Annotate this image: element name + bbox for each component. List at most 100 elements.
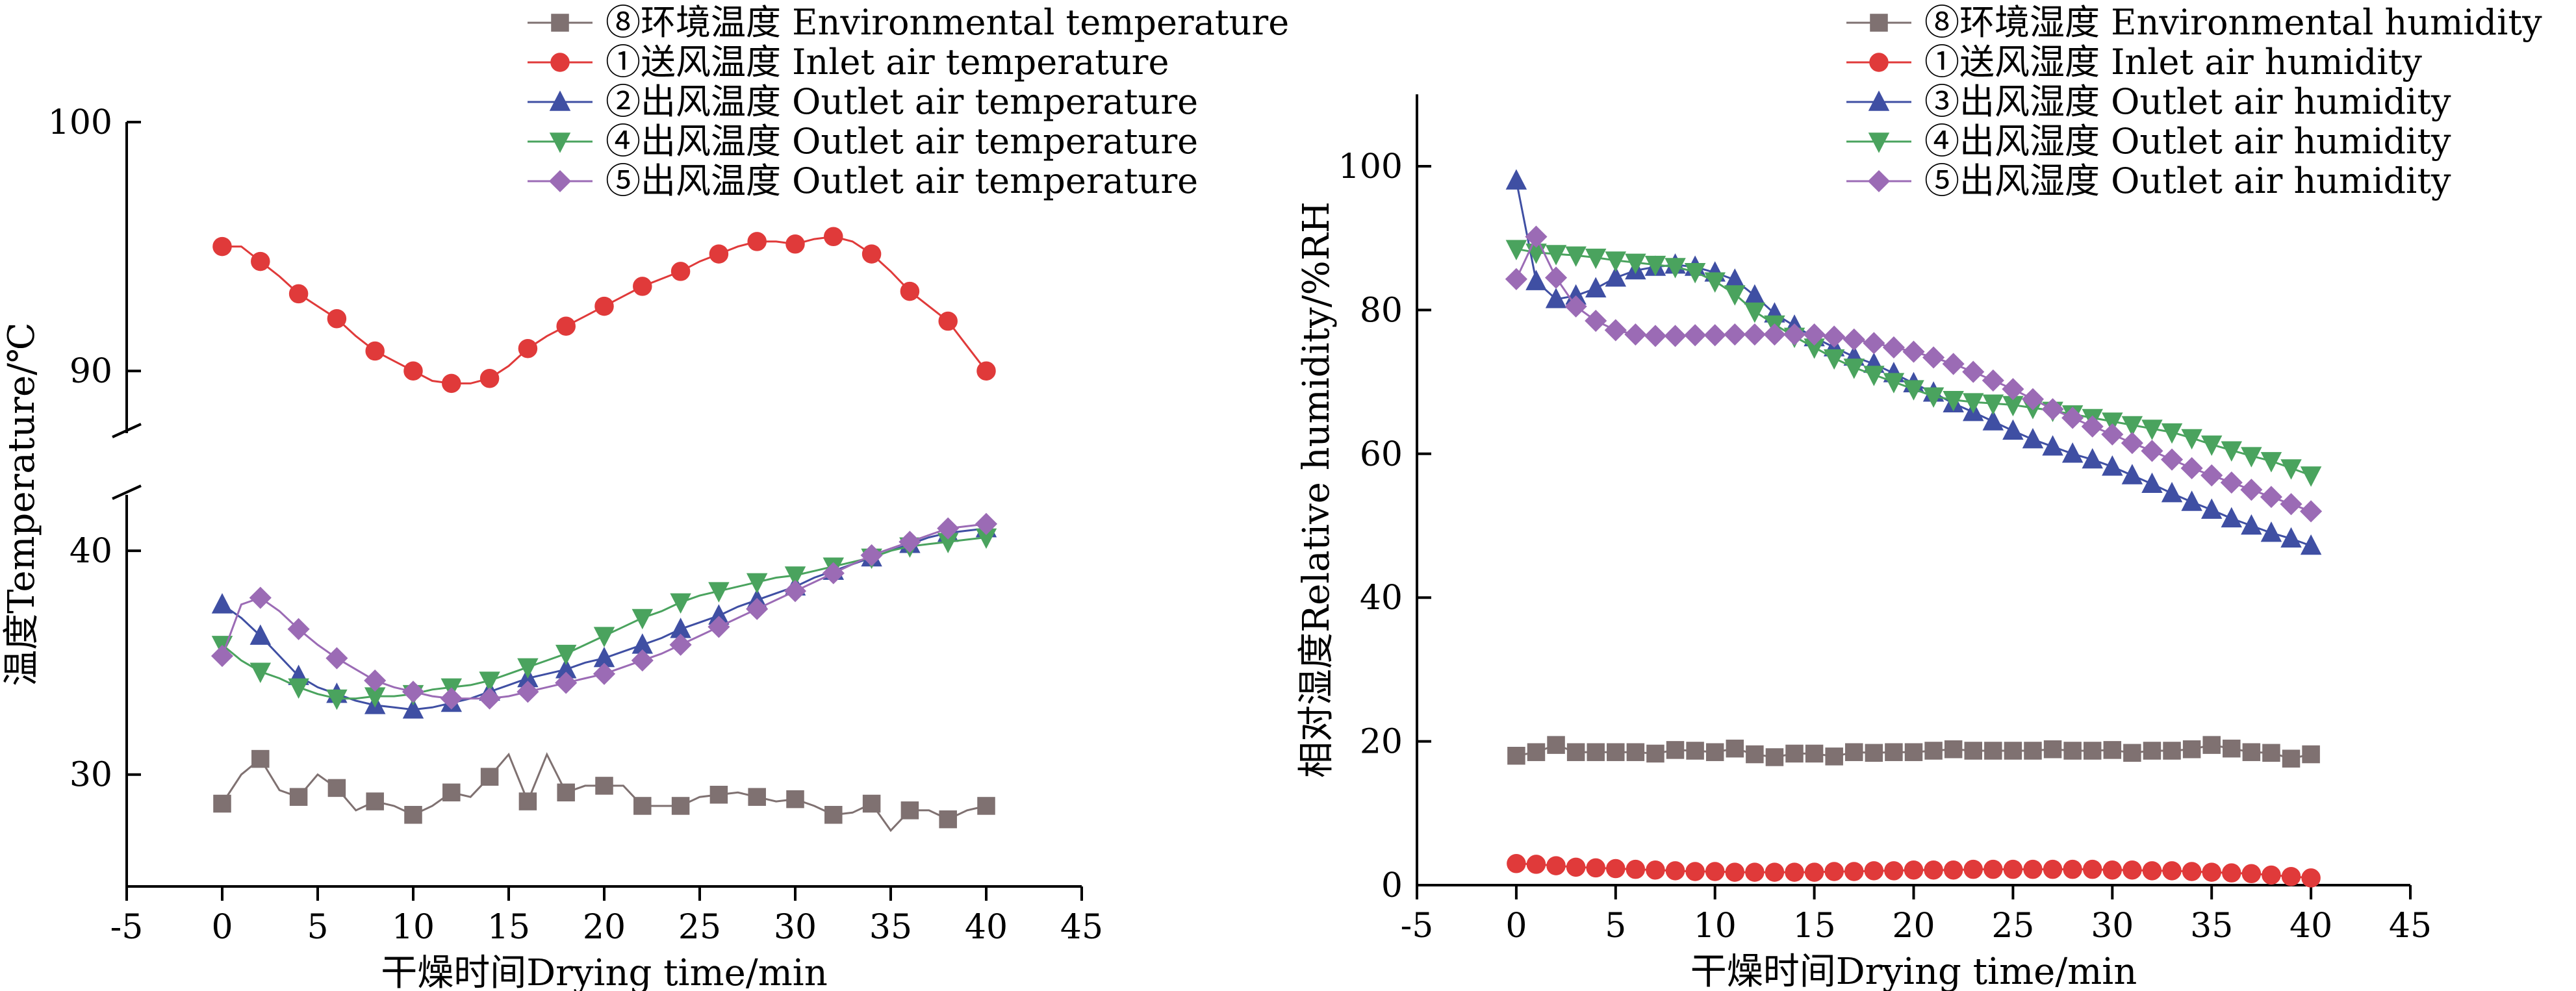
data-point [2280, 459, 2302, 480]
data-point [2024, 742, 2042, 760]
x-tick-label: 15 [487, 908, 530, 947]
data-point [1566, 743, 1585, 761]
data-point [1545, 288, 1567, 308]
data-point [824, 227, 843, 247]
data-point [518, 338, 538, 358]
legend-marker [1869, 53, 1889, 72]
data-point [1745, 862, 1765, 882]
data-point [1644, 325, 1667, 347]
data-point [2202, 862, 2221, 882]
data-point [1703, 324, 1726, 347]
legend-marker [549, 132, 571, 153]
data-point [633, 277, 652, 296]
data-point [594, 296, 614, 316]
data-point [366, 792, 384, 810]
data-point [939, 810, 957, 829]
data-point [2143, 742, 2162, 760]
data-point [557, 783, 575, 802]
x-axis-title: 干燥时间Drying time/min [381, 952, 828, 991]
y-tick-label: 0 [1381, 866, 1403, 905]
data-point [249, 662, 272, 683]
data-point [593, 627, 615, 647]
legend-label: ⑧环境温度 Environmental temperature [606, 2, 1289, 43]
data-point [249, 624, 272, 645]
data-point [2101, 423, 2124, 445]
data-point [2181, 490, 2202, 511]
data-point [1884, 861, 1904, 881]
data-point [2142, 861, 2162, 881]
data-point [670, 262, 691, 281]
data-point [2102, 860, 2123, 880]
data-point [212, 236, 232, 257]
data-point [862, 794, 881, 813]
data-point [1686, 742, 1704, 760]
data-point [516, 681, 539, 703]
data-point [249, 586, 272, 609]
y-axis-title: 温度Temperature/℃ [1, 322, 43, 686]
data-point [900, 281, 920, 301]
data-point [251, 251, 270, 271]
y-axis-title: 相对湿度Relative humidity/%RH [1295, 201, 1338, 778]
data-point [2302, 745, 2320, 764]
data-point [1982, 394, 2004, 415]
data-point [1963, 859, 1983, 879]
data-point [670, 593, 691, 614]
data-point [2102, 455, 2123, 476]
data-point [1604, 319, 1627, 342]
data-point [2220, 471, 2243, 494]
data-point [1823, 349, 1845, 370]
legend-marker [551, 14, 569, 32]
data-point [2300, 466, 2322, 487]
data-point [1982, 410, 2004, 431]
x-tick-label: 5 [1605, 907, 1626, 946]
data-point [442, 783, 461, 802]
data-point [1505, 169, 1527, 190]
data-point [1664, 325, 1687, 347]
data-point [1882, 336, 1905, 359]
data-point [747, 232, 767, 251]
data-point [1825, 747, 1843, 766]
data-point [2200, 435, 2223, 457]
data-point [822, 562, 845, 584]
data-point [2260, 521, 2282, 542]
data-point [669, 633, 692, 656]
data-point [2180, 457, 2203, 480]
data-point [2282, 749, 2301, 768]
data-point [631, 649, 654, 672]
data-point [1725, 862, 1745, 882]
data-point [2240, 479, 2263, 501]
data-point [1805, 744, 1824, 763]
data-point [2002, 378, 2024, 401]
y-tick-label: 100 [48, 103, 112, 142]
data-point [1765, 748, 1784, 766]
data-point [2121, 416, 2143, 437]
data-point [2141, 472, 2163, 494]
data-point [2241, 514, 2262, 535]
legend-marker [1868, 90, 1890, 111]
data-point [1605, 266, 1627, 287]
data-point [2123, 744, 2141, 762]
x-tick-label: 40 [965, 908, 1008, 947]
x-tick-label: 20 [583, 908, 626, 947]
data-point [1823, 325, 1846, 348]
legend-marker [548, 169, 572, 193]
data-point [440, 687, 463, 710]
data-point [1607, 743, 1625, 761]
data-point [1763, 323, 1786, 346]
data-point [2241, 864, 2262, 884]
x-tick-label: 45 [2389, 907, 2432, 946]
data-point [2241, 447, 2262, 468]
data-point [1746, 745, 1764, 764]
x-tick-label: 45 [1060, 908, 1103, 947]
data-point [1586, 858, 1605, 878]
data-point [2002, 419, 2024, 440]
data-point [1527, 743, 1546, 761]
data-point [1864, 861, 1884, 881]
data-point [1942, 353, 1965, 375]
data-point [1545, 245, 1567, 266]
data-point [2042, 435, 2063, 456]
data-point [1565, 246, 1587, 267]
legend-marker [1870, 14, 1888, 32]
data-point [2221, 507, 2243, 528]
